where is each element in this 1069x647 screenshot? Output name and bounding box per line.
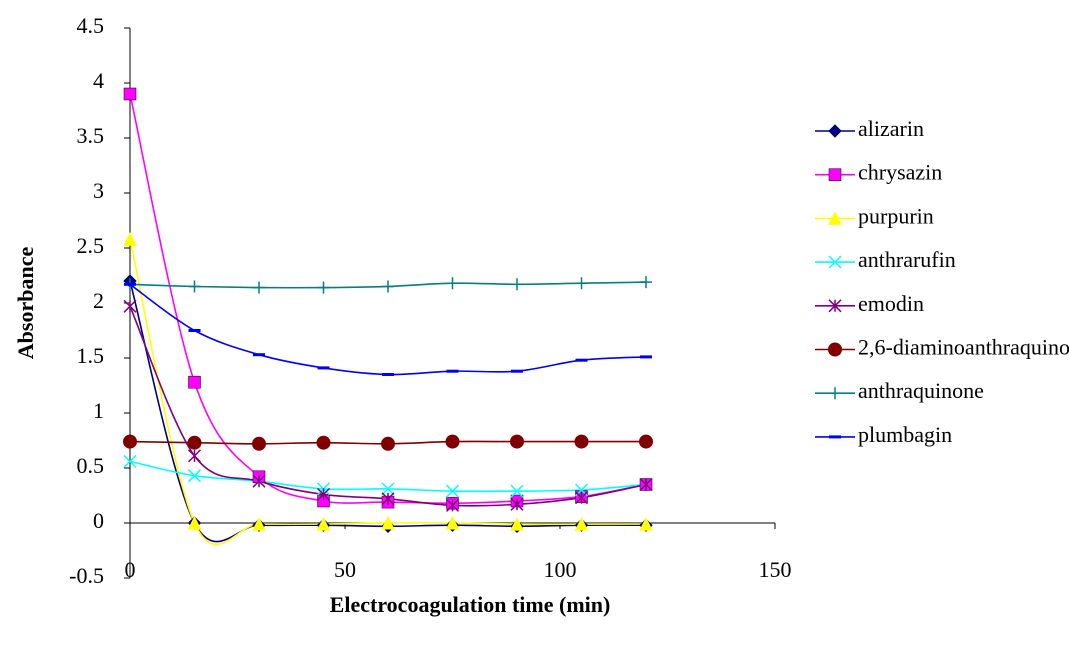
marker (511, 369, 523, 373)
legend-label: anthrarufin (858, 247, 956, 272)
marker (123, 434, 137, 449)
legend-label: alizarin (858, 116, 924, 141)
y-tick-label: 2.5 (77, 233, 105, 258)
y-tick-label: 4.5 (77, 13, 105, 38)
marker (445, 484, 460, 498)
marker (574, 516, 589, 531)
marker (511, 278, 523, 291)
marker (187, 435, 202, 450)
marker (123, 454, 137, 468)
x-axis-label: Electrocoagulation time (min) (330, 592, 611, 617)
marker (382, 280, 394, 293)
marker (188, 375, 201, 389)
marker (381, 436, 395, 451)
marker (252, 474, 266, 488)
legend-symbol (828, 255, 842, 269)
marker (446, 277, 459, 290)
marker (510, 484, 524, 498)
marker (640, 276, 652, 289)
marker (639, 477, 653, 492)
legend-label: chrysazin (858, 160, 942, 185)
marker (317, 366, 330, 370)
y-tick-label: 1.5 (77, 343, 105, 368)
series-line (129, 239, 646, 546)
marker (317, 281, 330, 294)
legend-symbol (828, 342, 842, 357)
marker (381, 492, 395, 506)
marker (510, 497, 524, 511)
legend-symbol (829, 435, 841, 439)
marker (574, 491, 589, 505)
marker (639, 516, 653, 531)
x-tick-label: 100 (544, 557, 577, 582)
legend-symbol (828, 299, 842, 313)
legend-label: purpurin (858, 203, 934, 228)
marker (381, 482, 395, 496)
y-tick-label: 0 (93, 508, 104, 533)
y-tick-label: 2 (93, 288, 104, 313)
marker (445, 434, 460, 449)
marker (316, 435, 331, 450)
marker (381, 515, 395, 530)
marker (316, 516, 331, 531)
marker (188, 329, 201, 332)
marker (640, 355, 652, 359)
marker (510, 434, 524, 449)
marker (575, 277, 588, 290)
series-line (129, 283, 647, 376)
legend-label: anthraquinone (858, 378, 984, 403)
marker (253, 353, 265, 357)
series-line (129, 460, 647, 493)
marker (124, 282, 136, 286)
marker (639, 434, 653, 449)
marker (187, 515, 202, 530)
marker (123, 87, 137, 101)
x-tick-label: 0 (125, 557, 136, 582)
marker (188, 280, 201, 293)
y-tick-label: -0.5 (69, 563, 104, 588)
marker (253, 281, 265, 294)
marker (252, 516, 266, 531)
x-tick-label: 50 (334, 557, 356, 582)
y-tick-label: 3.5 (77, 123, 105, 148)
marker (575, 358, 588, 362)
legend-label: 2,6-diaminoanthraquinone (858, 335, 1069, 360)
marker (445, 498, 460, 512)
marker (446, 369, 459, 373)
y-tick-label: 1 (93, 398, 104, 423)
marker (316, 487, 331, 501)
legend-symbol (829, 387, 841, 400)
y-tick-label: 3 (93, 178, 104, 203)
legend-symbol (828, 168, 842, 181)
marker (187, 449, 202, 463)
marker (510, 516, 524, 531)
marker (123, 232, 137, 246)
series-line (129, 93, 647, 505)
y-axis-label: Absorbance (13, 247, 38, 360)
y-tick-label: 4 (93, 68, 104, 93)
marker (123, 299, 137, 313)
legend-label: plumbagin (858, 422, 952, 447)
marker (252, 436, 266, 451)
marker (187, 469, 202, 483)
marker (445, 515, 460, 530)
legend-label: emodin (858, 291, 924, 316)
marker (382, 373, 394, 376)
x-tick-label: 150 (759, 557, 792, 582)
y-tick-label: 0.5 (77, 453, 105, 478)
marker (574, 434, 589, 449)
legend-symbol (828, 124, 842, 138)
legend-symbol (828, 211, 842, 225)
